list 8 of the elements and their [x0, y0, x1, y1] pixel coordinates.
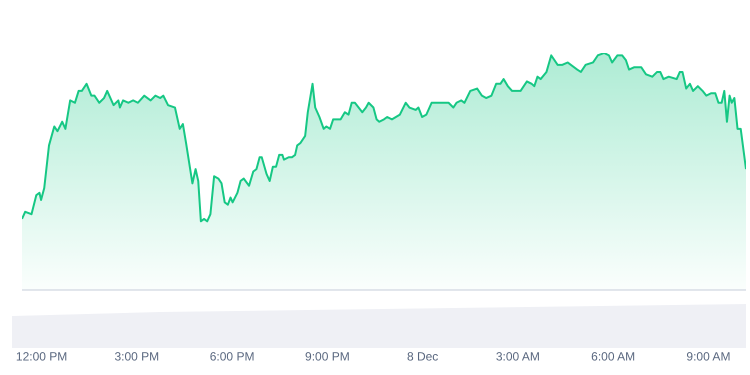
x-tick-label: 3:00 AM [496, 350, 540, 364]
x-tick-label: 9:00 AM [686, 350, 730, 364]
x-tick-label: 6:00 AM [591, 350, 636, 364]
x-tick-label: 8 Dec [406, 350, 438, 364]
x-tick-label: 6:00 PM [210, 350, 254, 364]
x-tick-label: 9:00 PM [305, 350, 350, 364]
x-tick-label: 12:00 PM [16, 350, 68, 364]
x-tick-label: 3:00 PM [114, 350, 160, 364]
